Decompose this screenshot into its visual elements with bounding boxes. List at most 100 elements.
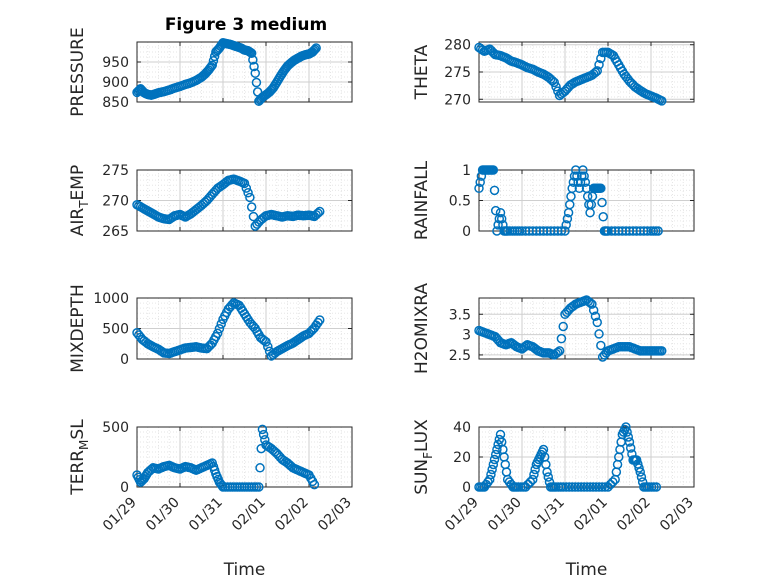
y-tick-label: 0 — [120, 352, 129, 368]
data-point-interp — [216, 319, 226, 329]
data-point — [517, 226, 527, 236]
data-point — [495, 207, 506, 218]
data-point — [315, 315, 325, 325]
y-axis-label: AIRTEMP — [68, 165, 91, 236]
data-point-interp — [523, 479, 533, 490]
axes-box — [136, 426, 353, 488]
data-point-interp — [309, 45, 319, 56]
data-point — [592, 317, 602, 328]
data-point — [261, 337, 271, 347]
data-point — [488, 165, 499, 175]
data-point-interp — [248, 55, 258, 65]
y-tick-label: 0.5 — [449, 194, 471, 210]
data-point-interp — [579, 482, 589, 492]
y-tick-label: 0 — [462, 224, 471, 240]
grid-lines — [478, 41, 695, 103]
data-point-interp — [608, 477, 618, 487]
data-point — [549, 77, 559, 88]
y-tick-label: 950 — [102, 55, 129, 71]
data-point-interp — [582, 482, 592, 492]
data-point-interp — [310, 44, 320, 55]
data-point-interp — [489, 185, 500, 196]
y-tick-label: 270 — [102, 194, 129, 210]
data-point-interp — [588, 305, 599, 315]
data-point-interp — [594, 59, 604, 70]
data-point-interp — [520, 341, 531, 351]
data-point-interp — [487, 464, 497, 475]
data-point — [635, 467, 645, 477]
data-point — [246, 48, 257, 58]
data-point-interp — [596, 340, 606, 351]
y-axis-label: PRESSURE — [68, 27, 88, 116]
data-point-interp — [561, 220, 571, 230]
data-point-interp — [564, 482, 574, 492]
data-point-interp — [249, 61, 259, 72]
y-tick-label: 500 — [102, 322, 129, 338]
data-point-interp — [529, 469, 539, 480]
data-point-interp — [628, 226, 638, 236]
data-point-interp — [585, 297, 595, 308]
grid-lines — [136, 426, 353, 488]
data-point — [624, 437, 635, 447]
y-tick-label: 850 — [102, 95, 129, 111]
data-point — [488, 459, 499, 470]
data-point-interp — [553, 347, 563, 357]
data-point — [585, 482, 595, 492]
data-point-interp — [490, 449, 501, 460]
data-point-interp — [625, 443, 636, 453]
x-axis-label: Time — [223, 560, 266, 580]
y-tick-label: 500 — [102, 420, 129, 436]
data-point-interp — [598, 212, 608, 222]
data-point-interp — [591, 482, 601, 492]
data-point-interp — [543, 472, 554, 482]
data-point-interp — [208, 56, 219, 66]
figure-title: Figure 3 medium — [165, 15, 327, 35]
data-point — [538, 226, 549, 236]
data-point-interp — [590, 67, 601, 78]
data-point — [603, 482, 613, 492]
data-point-interp — [610, 226, 620, 236]
data-point-interp — [243, 188, 253, 198]
data-point — [474, 183, 484, 194]
data-point — [592, 66, 602, 76]
series-markers — [132, 298, 325, 361]
data-point — [309, 479, 320, 490]
series-markers — [132, 424, 320, 492]
data-point-interp — [496, 214, 507, 224]
y-tick-label: 40 — [453, 420, 471, 436]
data-point-interp — [258, 429, 269, 440]
data-point-interp — [214, 323, 225, 334]
data-point-interp — [634, 463, 644, 473]
data-point — [594, 482, 604, 492]
y-axis-label: H2OMIXRA — [412, 283, 432, 374]
y-tick-label: 275 — [102, 163, 129, 179]
subplot-h2omixra: 3.5 3 2.5 H2OMIXRA — [412, 283, 695, 374]
data-point-interp — [573, 482, 583, 492]
y-tick-label: 0 — [462, 480, 471, 496]
data-point-interp — [600, 482, 610, 492]
data-point-interp — [562, 214, 573, 224]
data-point — [567, 183, 577, 194]
y-tick-label: 20 — [453, 450, 471, 466]
data-point — [621, 422, 631, 432]
series-markers — [132, 174, 325, 231]
subplot-air-temp: 275 270 265 AIRTEMP — [68, 163, 353, 240]
y-tick-label: 1000 — [93, 291, 129, 307]
data-point-interp — [544, 477, 555, 487]
data-point — [254, 482, 264, 492]
x-axis-label: Time — [565, 560, 608, 580]
data-point-interp — [605, 479, 616, 490]
series-markers — [474, 295, 667, 362]
data-point — [657, 346, 667, 356]
data-point-interp — [590, 311, 601, 322]
y-tick-label: 0 — [120, 480, 129, 496]
data-point-interp — [313, 208, 323, 218]
subplot-mixdepth: 1000 500 0 MIXDEPTH — [68, 284, 353, 373]
data-point — [567, 482, 577, 492]
data-point-interp — [206, 62, 216, 72]
data-point-interp — [553, 226, 563, 236]
data-point-interp — [524, 226, 534, 236]
data-point-interp — [490, 205, 501, 216]
data-point-interp — [556, 226, 567, 236]
